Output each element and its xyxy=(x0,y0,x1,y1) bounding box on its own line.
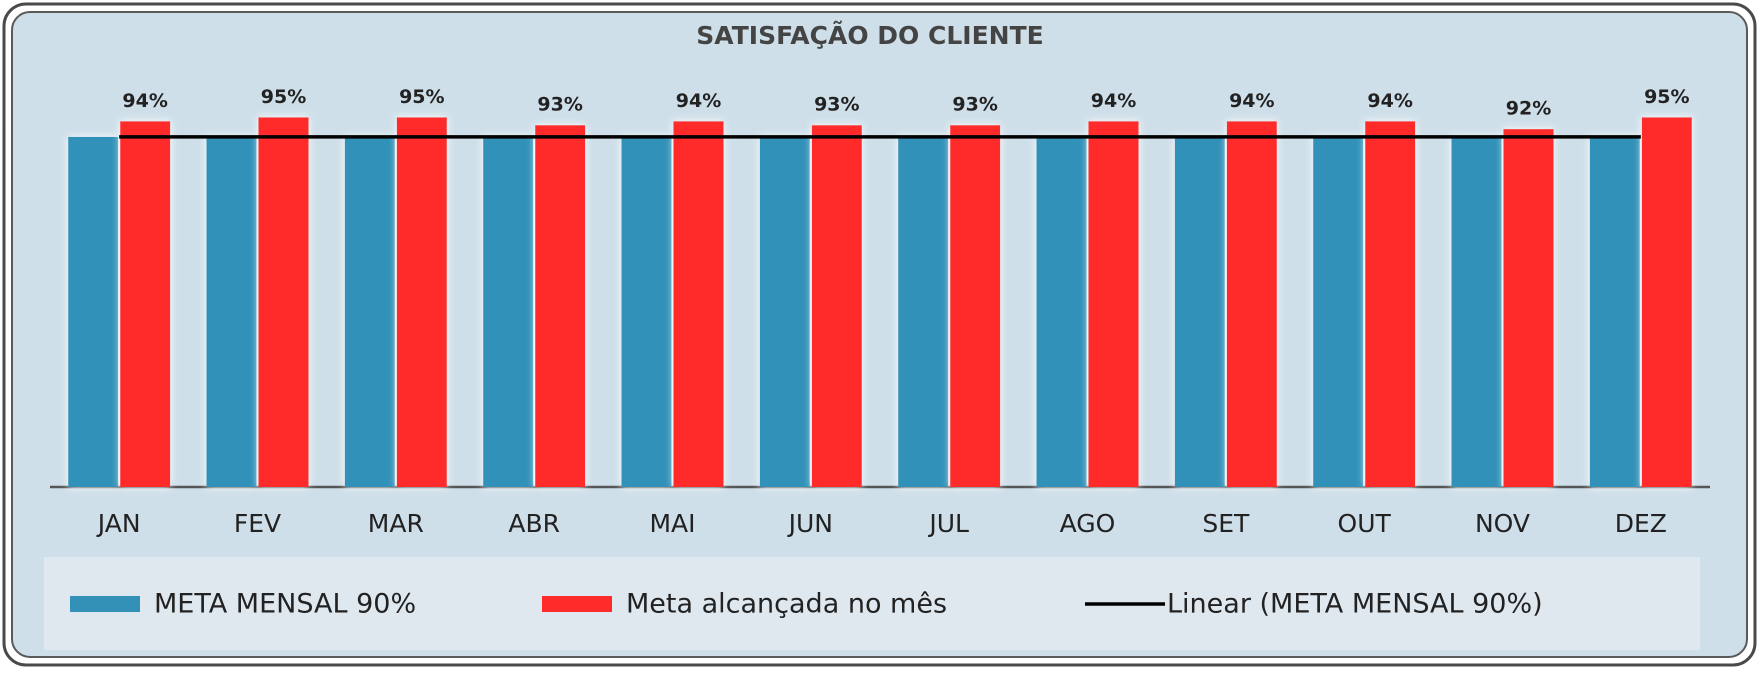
bar xyxy=(621,136,672,487)
bar xyxy=(898,136,949,487)
x-tick-label: MAR xyxy=(368,509,424,538)
bar xyxy=(1589,136,1640,487)
legend-label: Linear (META MENSAL 90%) xyxy=(1167,589,1543,620)
bar xyxy=(396,117,447,487)
x-tick-label: SET xyxy=(1202,509,1250,538)
x-tick-label: MAI xyxy=(649,509,695,538)
bar xyxy=(1174,136,1225,487)
x-tick-label: JUL xyxy=(927,509,969,538)
bar xyxy=(206,136,257,487)
bar xyxy=(483,136,534,487)
x-tick-label: JUN xyxy=(787,509,833,538)
legend-label: Meta alcançada no mês xyxy=(626,589,947,620)
bar xyxy=(950,125,1001,487)
bar xyxy=(1036,136,1087,487)
data-label: 95% xyxy=(399,86,444,108)
chart-title: SATISFAÇÃO DO CLIENTE xyxy=(696,21,1043,50)
data-label: 93% xyxy=(952,94,997,116)
bar xyxy=(1088,121,1139,487)
data-label: 95% xyxy=(1644,86,1689,108)
x-tick-label: AGO xyxy=(1060,509,1116,538)
bar xyxy=(1313,136,1364,487)
legend-swatch xyxy=(542,596,612,612)
data-label: 94% xyxy=(122,90,167,112)
data-label: 94% xyxy=(676,90,721,112)
bar xyxy=(1365,121,1416,487)
data-label: 94% xyxy=(1091,90,1136,112)
x-tick-label: NOV xyxy=(1475,509,1530,538)
bar xyxy=(673,121,724,487)
x-tick-label: DEZ xyxy=(1615,509,1667,538)
bar xyxy=(1503,129,1554,487)
x-tick-label: ABR xyxy=(508,509,560,538)
bar xyxy=(68,136,119,487)
data-label: 93% xyxy=(537,94,582,116)
data-label: 92% xyxy=(1506,98,1551,120)
data-label: 93% xyxy=(814,94,859,116)
bar xyxy=(258,117,309,487)
data-label: 94% xyxy=(1367,90,1412,112)
x-tick-label: JAN xyxy=(96,509,141,538)
legend-box xyxy=(44,557,1700,650)
bar xyxy=(759,136,810,487)
bar xyxy=(1451,136,1502,487)
bar xyxy=(1641,117,1692,487)
bar xyxy=(811,125,862,487)
legend-swatch xyxy=(70,596,140,612)
bar xyxy=(1226,121,1277,487)
data-label: 95% xyxy=(261,86,306,108)
x-tick-label: FEV xyxy=(234,509,281,538)
data-label: 94% xyxy=(1229,90,1274,112)
bar xyxy=(344,136,395,487)
bar xyxy=(120,121,171,487)
x-tick-label: OUT xyxy=(1338,509,1392,538)
bar xyxy=(535,125,586,487)
legend-label: META MENSAL 90% xyxy=(154,589,416,620)
